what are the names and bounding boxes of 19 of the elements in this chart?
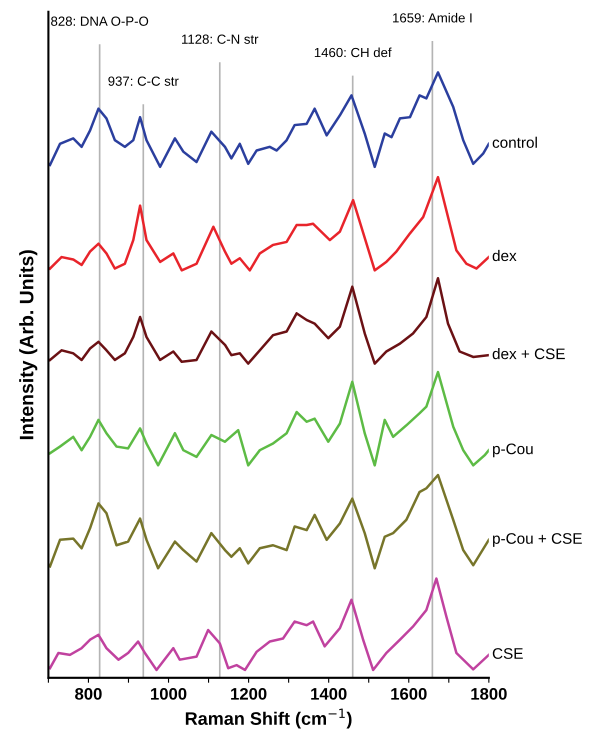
series-label: p-Cou + CSE (493, 533, 582, 547)
series-label: dex (492, 250, 517, 262)
ref-line-label: 828: DNA O-P-O (51, 16, 148, 26)
x-tick-label: 1400 (311, 688, 347, 700)
ref-line-label: 1128: C-N str (182, 34, 258, 44)
x-tick-label: 1800 (471, 688, 507, 700)
series-label: control (492, 136, 537, 148)
series-label: p-Cou (493, 443, 533, 458)
ref-line-label: 1659: Amide I (393, 12, 472, 23)
x-axis-title: Raman Shift (cm$^{−1}$) (186, 708, 352, 729)
x-tick-label: 800 (75, 688, 102, 700)
ref-line-label: 1460: CH def (314, 47, 392, 58)
y-axis-title: Intensity (Arb. Units) (19, 250, 38, 440)
ref-line-label: 937: C-C str (108, 76, 179, 86)
x-tick-label: 1000 (151, 688, 186, 700)
series-label: CSE (492, 648, 523, 659)
x-tick-label: 1600 (391, 688, 427, 700)
x-tick-label: 1200 (231, 688, 266, 700)
series-label: dex + CSE (492, 348, 565, 360)
